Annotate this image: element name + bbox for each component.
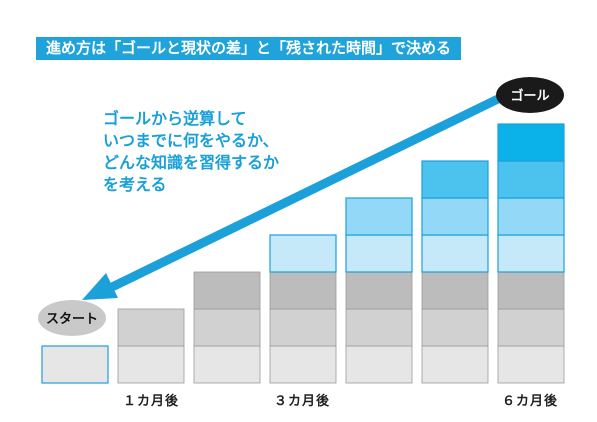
column-6-block-5	[421, 197, 489, 236]
column-6-block-6	[421, 160, 489, 199]
description: ゴールから逆算して いつまでに何をやるか、 どんな知識を習得するか を考える	[103, 108, 279, 196]
column-3-block-2	[193, 308, 261, 347]
description-line-1: ゴールから逆算して	[103, 109, 247, 128]
progress-columns	[41, 123, 565, 384]
start-label: スタート	[46, 312, 98, 327]
column-2-block-1	[117, 345, 185, 384]
column-4-block-1	[269, 345, 337, 384]
description-line-2: いつまでに何をやるか、	[103, 131, 279, 150]
column-2-block-2	[117, 308, 185, 347]
column-7-block-1	[497, 345, 565, 384]
time-label-3-months: ３カ月後	[274, 394, 331, 409]
column-6-block-2	[421, 308, 489, 347]
arrow-head	[82, 273, 118, 300]
column-6-block-3	[421, 271, 489, 310]
column-5-block-5	[345, 197, 413, 236]
page-title: 進め方は「ゴールと現状の差」と「残された時間」で決める	[36, 37, 462, 60]
backward-arrow	[82, 93, 502, 300]
goal-pill-shape	[496, 77, 564, 113]
description-line-3: どんな知識を習得するか	[103, 153, 280, 172]
column-4-block-4	[269, 234, 337, 273]
column-5-block-2	[345, 308, 413, 347]
column-5-block-4	[345, 234, 413, 273]
column-7-block-7	[497, 123, 565, 162]
column-4-block-2	[269, 308, 337, 347]
column-5-block-3	[345, 271, 413, 310]
column-7-block-4	[497, 234, 565, 273]
time-label-6-months: ６カ月後	[502, 394, 559, 409]
column-5-block-1	[345, 345, 413, 384]
column-3-block-3	[193, 271, 261, 310]
column-3-block-1	[193, 345, 261, 384]
start-pill-shape	[38, 300, 106, 336]
column-7-block-5	[497, 197, 565, 236]
arrow-shaft	[110, 93, 502, 292]
column-1-block-1	[41, 345, 109, 384]
goal-label: ゴール	[510, 88, 549, 104]
start-pill: スタート	[38, 300, 106, 336]
column-6-block-4	[421, 234, 489, 273]
time-label-1-month: １カ月後	[123, 394, 180, 409]
column-7-block-6	[497, 160, 565, 199]
column-4-block-3	[269, 271, 337, 310]
column-7-block-3	[497, 271, 565, 310]
description-line-4: を考える	[103, 175, 167, 194]
goal-pill: ゴール	[496, 77, 564, 113]
column-6-block-1	[421, 345, 489, 384]
column-7-block-2	[497, 308, 565, 347]
